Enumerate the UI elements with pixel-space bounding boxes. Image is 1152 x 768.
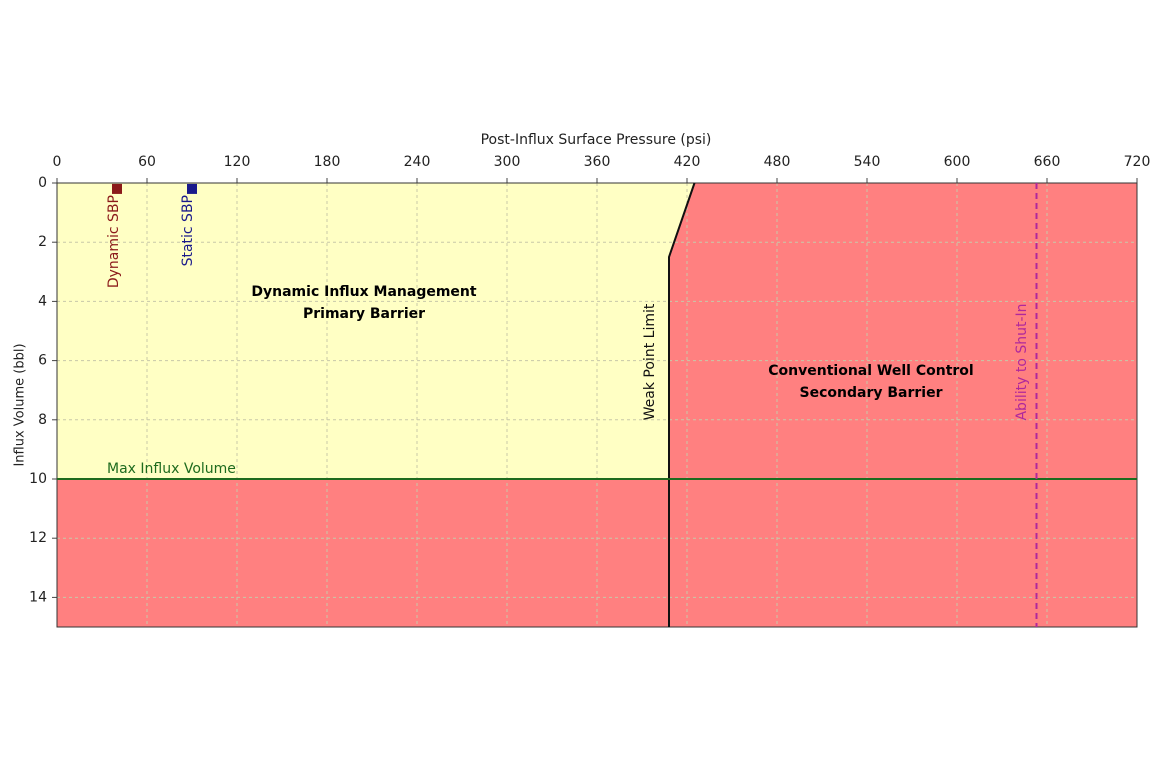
plot-frame	[56, 182, 1138, 628]
y-tick-label: 2	[38, 234, 47, 250]
zone-label: Conventional Well Control	[768, 363, 973, 379]
marker	[187, 183, 197, 194]
x-tick-label: 60	[138, 154, 156, 170]
y-axis-label: Influx Volume (bbl)	[13, 343, 28, 466]
series-line	[668, 182, 696, 627]
zone-label: Secondary Barrier	[800, 385, 943, 401]
x-tick-label: 600	[944, 154, 971, 170]
y-tick-label: 10	[29, 471, 47, 487]
marker	[112, 183, 122, 194]
x-tick-label: 660	[1034, 154, 1061, 170]
x-tick-label: 120	[224, 154, 251, 170]
y-tick-label: 14	[29, 589, 47, 605]
series-label: Max Influx Volume	[107, 461, 236, 477]
x-tick-label: 300	[494, 154, 521, 170]
y-tick-label: 12	[29, 530, 47, 546]
x-tick-label: 240	[404, 154, 431, 170]
series-label: Dynamic SBP	[106, 195, 122, 288]
y-tick-label: 8	[38, 412, 47, 428]
x-tick-label: 420	[674, 154, 701, 170]
x-tick-label: 480	[764, 154, 791, 170]
x-tick-label: 540	[854, 154, 881, 170]
y-tick-label: 6	[38, 353, 47, 369]
x-tick-label: 180	[314, 154, 341, 170]
series-label: Static SBP	[180, 195, 196, 266]
x-tick-label: 0	[53, 154, 62, 170]
y-tick-label: 4	[38, 293, 47, 309]
series-label: Weak Point Limit	[642, 303, 658, 420]
series-label: Ability to Shut-In	[1014, 303, 1030, 420]
x-tick-label: 360	[584, 154, 611, 170]
zone	[57, 183, 695, 479]
zone-label: Dynamic Influx Management	[251, 284, 477, 300]
x-axis-label: Post-Influx Surface Pressure (psi)	[481, 132, 712, 148]
zone-label: Primary Barrier	[303, 306, 425, 322]
x-tick-label: 720	[1124, 154, 1151, 170]
y-tick-label: 0	[38, 175, 47, 191]
